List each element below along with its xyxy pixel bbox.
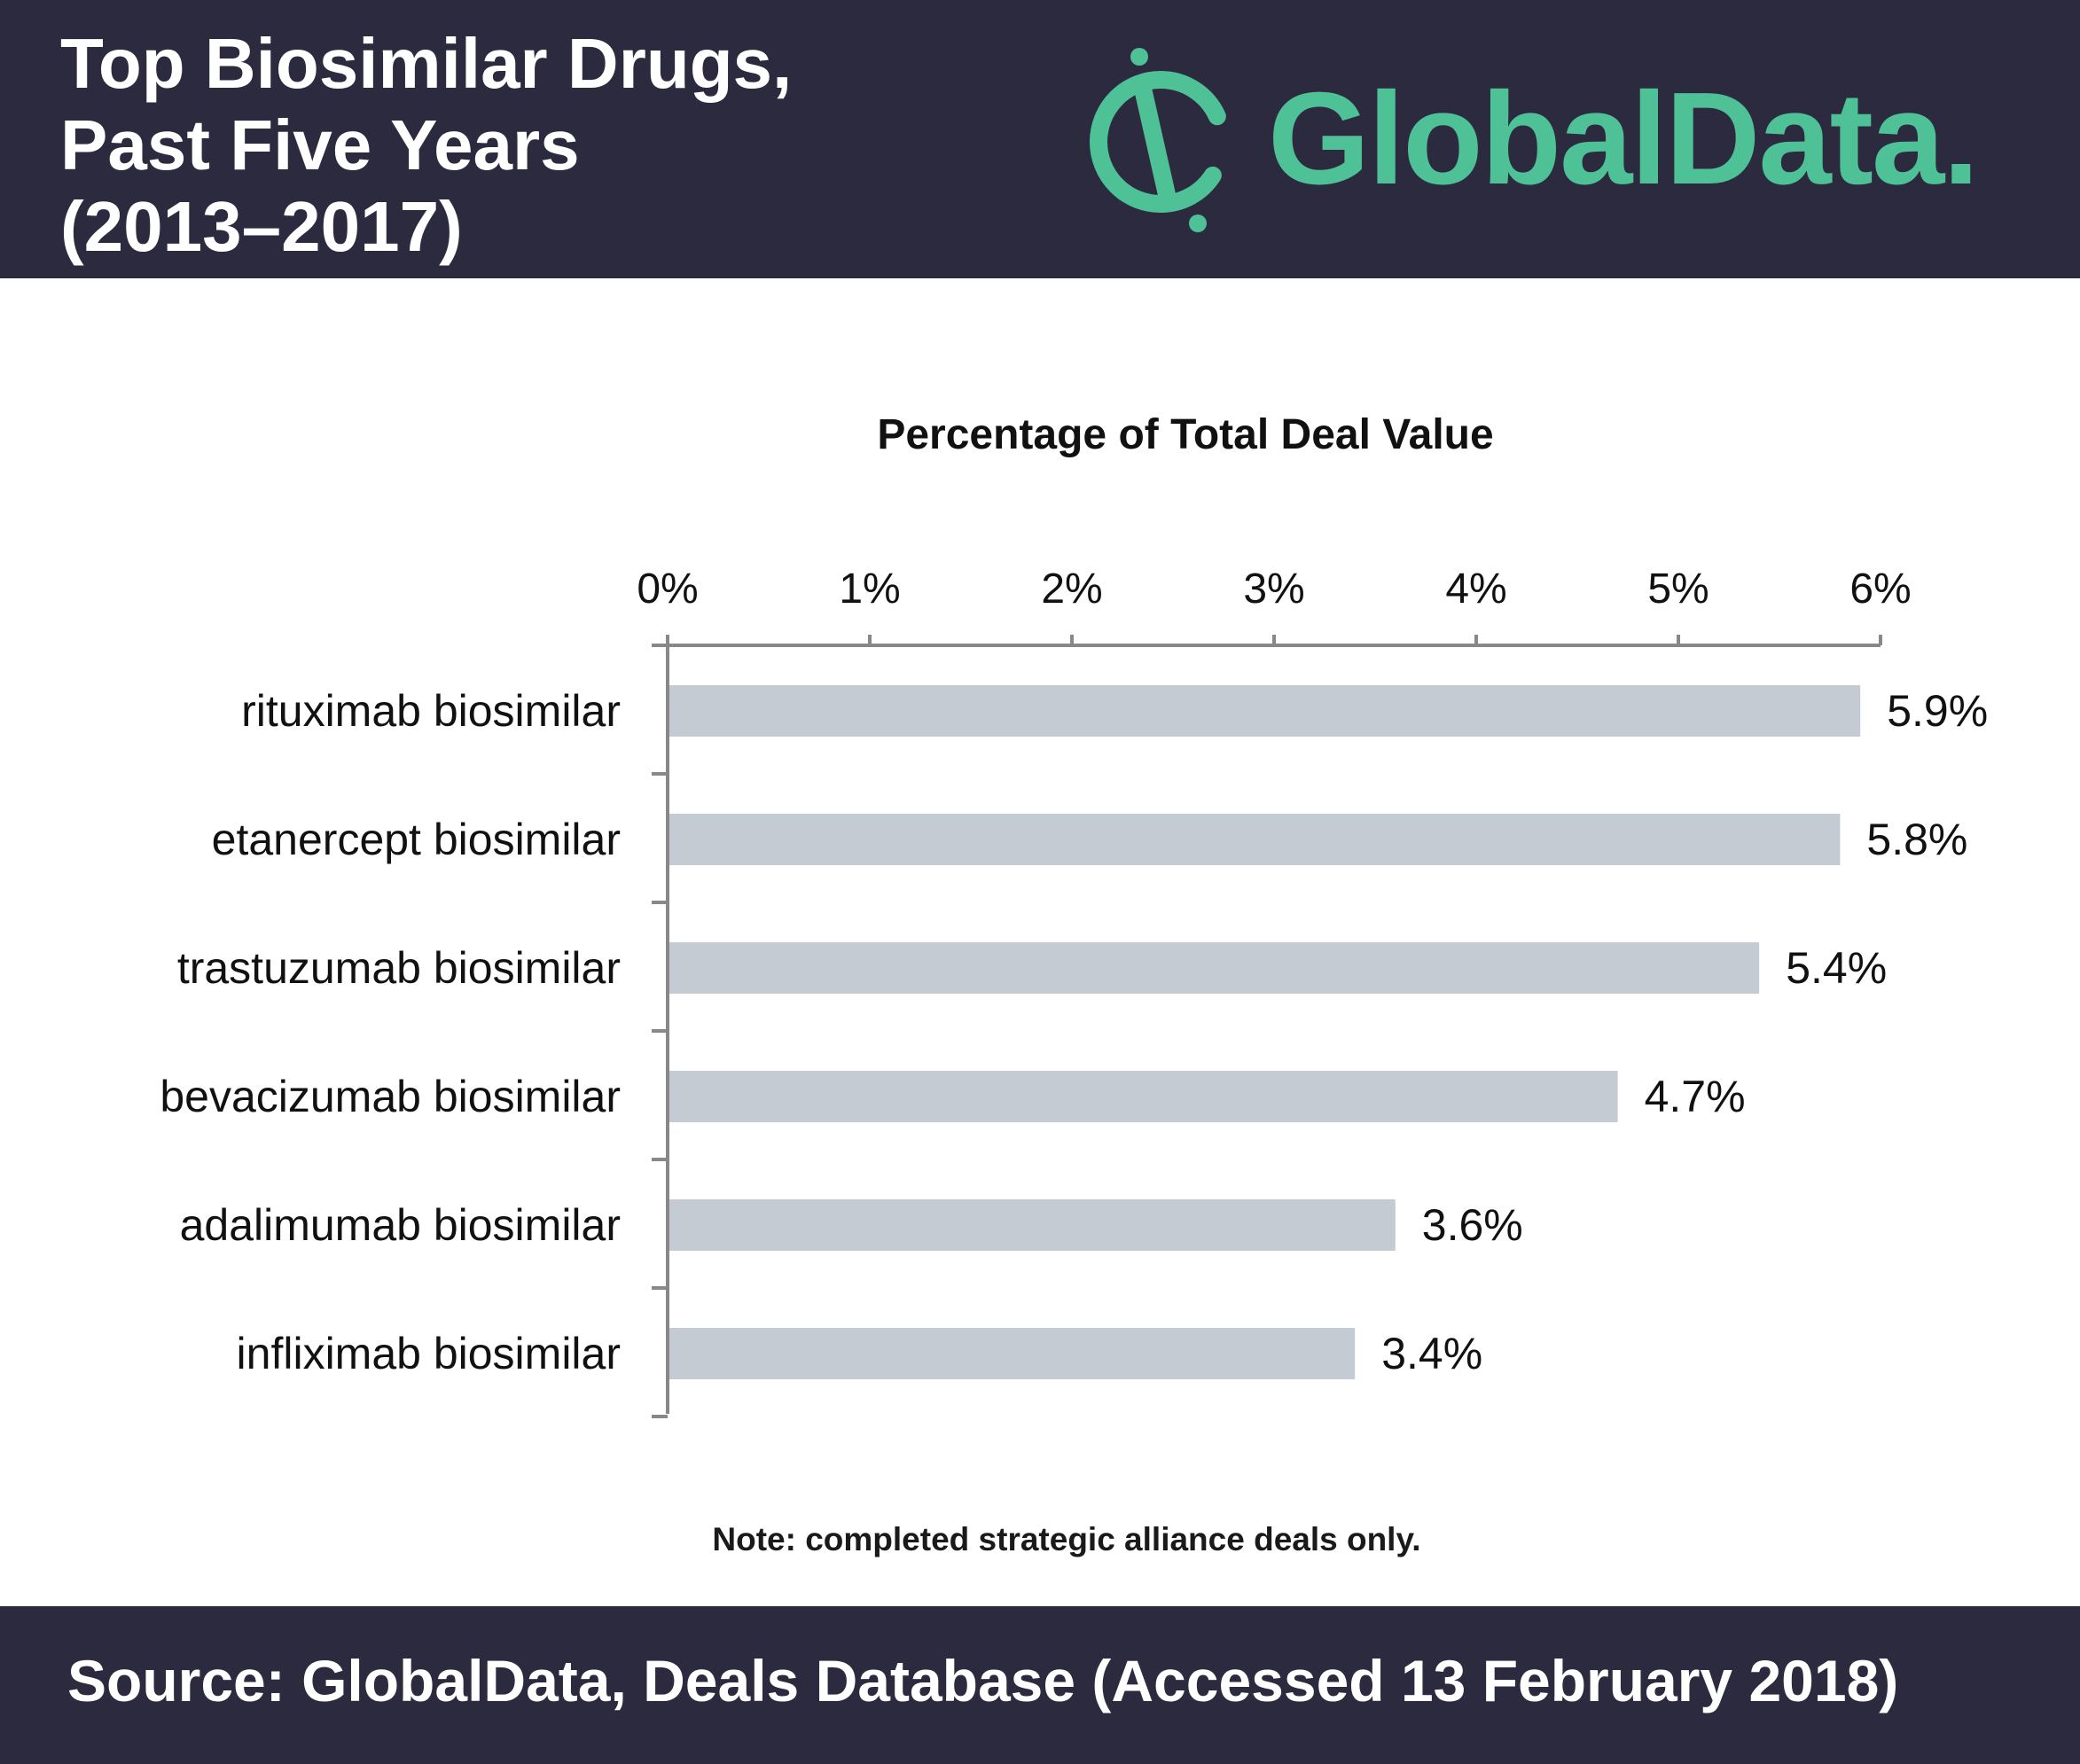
data-label: 4.7% [1645, 1072, 1746, 1121]
category-label: infliximab biosimilar [237, 1329, 621, 1378]
bar [669, 942, 1760, 994]
data-label: 5.9% [1887, 686, 1988, 736]
x-tick-label: 6% [1849, 566, 1911, 613]
x-axis: 0% 1% 2% 3% 4% 5% 6% [637, 566, 1912, 1418]
brand-name: GlobalData. [1268, 66, 1979, 212]
title-line-2: Past Five Years [60, 105, 580, 184]
bar [669, 1328, 1356, 1379]
bar [669, 685, 1861, 737]
category-label: trastuzumab biosimilar [177, 943, 621, 993]
title-line-3: (2013–2017) [60, 187, 463, 266]
x-tick-label: 2% [1041, 566, 1102, 613]
data-label: 3.4% [1381, 1329, 1482, 1378]
bar [669, 1071, 1618, 1122]
category-label: rituximab biosimilar [241, 686, 621, 736]
bar-chart: Percentage of Total Deal Value 0% 1% 2% 3% 4… [160, 411, 1988, 1418]
data-label: 5.8% [1866, 815, 1967, 864]
source-text: Source: GlobalData, Deals Database (Acce… [67, 1648, 1899, 1713]
logo-dot-bottom [1189, 215, 1207, 232]
bars: rituximab biosimilar 5.9% etanercept biosi… [160, 685, 1988, 1379]
logo-bar [1134, 80, 1177, 207]
category-label: adalimumab biosimilar [180, 1200, 621, 1250]
title-line-1: Top Biosimilar Drugs, [60, 24, 793, 103]
x-tick-label: 1% [839, 566, 900, 613]
logo-dot-top [1130, 48, 1148, 66]
category-label: bevacizumab biosimilar [160, 1072, 621, 1121]
data-label: 3.6% [1422, 1200, 1523, 1250]
bar [669, 814, 1841, 865]
header-banner: Top Biosimilar Drugs, Past Five Years (2… [0, 0, 2080, 278]
globaldata-logo-icon [1090, 48, 1232, 232]
chart-title: Percentage of Total Deal Value [877, 411, 1493, 458]
category-label: etanercept biosimilar [212, 815, 621, 864]
footer-banner: Source: GlobalData, Deals Database (Acce… [0, 1606, 2080, 1764]
globaldata-logo: GlobalData. [1077, 43, 2061, 238]
x-tick-label: 5% [1647, 566, 1709, 613]
page-title: Top Biosimilar Drugs, Past Five Years (2… [60, 23, 1036, 268]
x-tick-label: 0% [637, 566, 698, 613]
data-label: 5.4% [1786, 943, 1887, 993]
x-tick-label: 3% [1243, 566, 1304, 613]
x-tick-label: 4% [1445, 566, 1506, 613]
chart-note: Note: completed strategic alliance deals… [712, 1521, 1421, 1557]
bar [669, 1199, 1396, 1251]
